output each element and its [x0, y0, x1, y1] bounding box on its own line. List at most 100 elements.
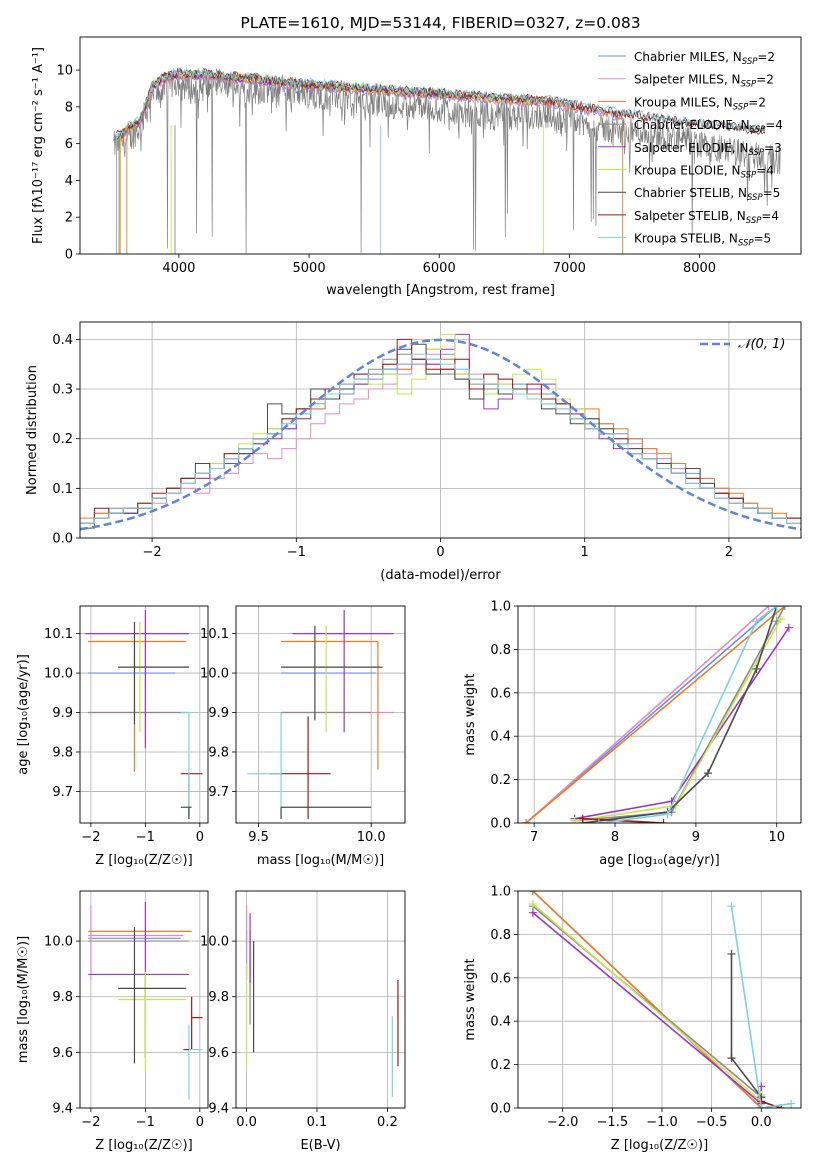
- tick-label-y: 9.9: [208, 706, 229, 721]
- legend-entry: Kroupa MILES, NSSP=2: [634, 95, 766, 112]
- plus-marker: [776, 615, 785, 624]
- tick-label-y: 6: [65, 137, 73, 152]
- tick-label-y: 2: [65, 211, 73, 226]
- tick-label-x: 0: [196, 1115, 204, 1130]
- tick-label-y: 9.4: [208, 1102, 229, 1117]
- tick-label-y: 0.0: [52, 532, 73, 547]
- legend-entry: 𝒩(0, 1): [738, 337, 785, 352]
- tick-label-y: 0.4: [490, 730, 511, 745]
- legend-entry: Kroupa ELODIE, NSSP=4: [634, 164, 774, 181]
- tick-label-y: 0.8: [490, 928, 511, 943]
- axis-label-x: (data-model)/error: [380, 568, 501, 583]
- legend-entry: Salpeter ELODIE, NSSP=3: [634, 141, 782, 158]
- axis-label-y: mass weight: [463, 958, 478, 1040]
- mass-weight-line: [574, 606, 786, 822]
- plus-marker: [522, 819, 531, 823]
- tick-label-y: 10.0: [44, 935, 73, 950]
- tick-label-x: −1.5: [597, 1115, 629, 1130]
- axis-label-y: age [log₁₀(age/yr)]: [16, 654, 31, 775]
- plus-marker: [772, 606, 781, 610]
- tick-label-y: 0.3: [52, 383, 73, 398]
- tick-label-y: 9.8: [52, 990, 73, 1005]
- tick-label-y: 0.2: [490, 1058, 511, 1073]
- axis-label-x: Z [log₁₀(Z/Z☉)]: [611, 1138, 708, 1153]
- tick-label-y: 10.1: [200, 627, 229, 642]
- data-spectrum: [113, 69, 781, 254]
- axes-frame: [235, 605, 406, 824]
- plus-marker: [578, 814, 587, 823]
- plus-marker: [528, 891, 537, 895]
- tick-label-y: 0: [65, 248, 73, 263]
- plus-marker: [780, 606, 789, 610]
- tick-label-x: 8000: [683, 261, 716, 276]
- plus-marker: [757, 1104, 766, 1108]
- tick-label-y: 1.0: [490, 600, 511, 615]
- tick-label-x: −1.0: [646, 1115, 678, 1130]
- tick-label-x: −1: [287, 545, 306, 560]
- tick-label-y: 10.0: [200, 935, 229, 950]
- mass-weight-line: [532, 912, 763, 1106]
- plus-marker: [787, 1099, 796, 1108]
- chart-title: PLATE=1610, MJD=53144, FIBERID=0327, z=0…: [240, 14, 640, 32]
- plus-marker: [570, 816, 579, 823]
- plus-marker: [594, 819, 603, 823]
- plus-marker: [727, 949, 736, 958]
- plus-marker: [659, 819, 668, 823]
- legend-entry: Chabrier ELODIE, NSSP=4: [634, 118, 783, 135]
- tick-label-y: 0.2: [52, 432, 73, 447]
- tick-label-y: 9.4: [52, 1102, 73, 1117]
- plus-marker: [727, 1054, 736, 1063]
- tick-label-y: 9.9: [52, 706, 73, 721]
- tick-label-x: −0.5: [696, 1115, 728, 1130]
- plus-marker: [663, 810, 672, 819]
- axes-frame: [517, 605, 802, 824]
- plus-marker: [704, 769, 713, 778]
- histogram-step: [80, 353, 801, 524]
- tick-label-y: 0.2: [490, 773, 511, 788]
- tick-label-x: 0: [196, 830, 204, 845]
- legend-entry: Chabrier STELIB, NSSP=5: [634, 186, 780, 203]
- tick-label-x: 7000: [553, 261, 586, 276]
- tick-label-y: 9.6: [52, 1046, 73, 1061]
- tick-label-y: 9.6: [208, 1046, 229, 1061]
- tick-label-x: −2: [81, 1115, 100, 1130]
- axes-frame: [79, 36, 802, 255]
- tick-label-y: 10.0: [200, 667, 229, 682]
- tick-label-y: 0.4: [52, 333, 73, 348]
- tick-label-x: 0.1: [307, 1115, 328, 1130]
- residuals-panel: −2 −1 0 1 2 0.0 0.1 0.2 0.3 0.4 (data-model)/error…: [25, 321, 802, 583]
- plus-marker: [784, 623, 793, 632]
- legend-entry: Salpeter STELIB, NSSP=4: [634, 209, 779, 226]
- axes-frame: [79, 605, 209, 824]
- axis-label-x: Z [log₁₀(Z/Z☉)]: [95, 853, 192, 868]
- axis-label-x: age [log₁₀(age/yr)]: [599, 853, 720, 868]
- axes-frame: [79, 890, 209, 1109]
- plot-area: [88, 902, 203, 1100]
- axis-label-x: wavelength [Angstrom, rest frame]: [326, 283, 555, 298]
- tick-label-y: 4: [65, 174, 73, 189]
- tick-label-y: 9.8: [208, 990, 229, 1005]
- tick-label-x: 8: [611, 830, 619, 845]
- tick-label-x: 0.0: [751, 1115, 772, 1130]
- tick-label-y: 8: [65, 100, 73, 115]
- tick-label-x: 4000: [162, 261, 195, 276]
- massweight_vs_age-panel: 7 8 9 10 0.0 0.2 0.4 0.6 0.8 1.0 age [log₁₀(age/yr…: [463, 600, 802, 868]
- axis-label-y: Normed distribution: [25, 365, 40, 495]
- tick-label-x: 10: [768, 830, 785, 845]
- legend-entry: Salpeter MILES, NSSP=2: [634, 73, 774, 90]
- tick-label-x: −2: [81, 830, 100, 845]
- tick-label-y: 0.4: [490, 1015, 511, 1030]
- tick-label-x: 0: [436, 545, 444, 560]
- mass-weight-line: [582, 817, 664, 823]
- mass-weight-line: [761, 1100, 782, 1108]
- axis-label-x: mass [log₁₀(M/M☉)]: [257, 853, 384, 868]
- plus-marker: [528, 908, 537, 917]
- mass-weight-line: [598, 606, 778, 823]
- axis-label-x: Z [log₁₀(Z/Z☉)]: [95, 1138, 192, 1153]
- tick-label-x: −1: [136, 1115, 155, 1130]
- tick-label-x: −2: [143, 545, 162, 560]
- tick-label-y: 9.8: [52, 745, 73, 760]
- tick-label-x: −2.0: [547, 1115, 579, 1130]
- axis-label-y: Flux [fλ10⁻¹⁷ erg cm⁻² s⁻¹ A⁻¹]: [31, 47, 46, 244]
